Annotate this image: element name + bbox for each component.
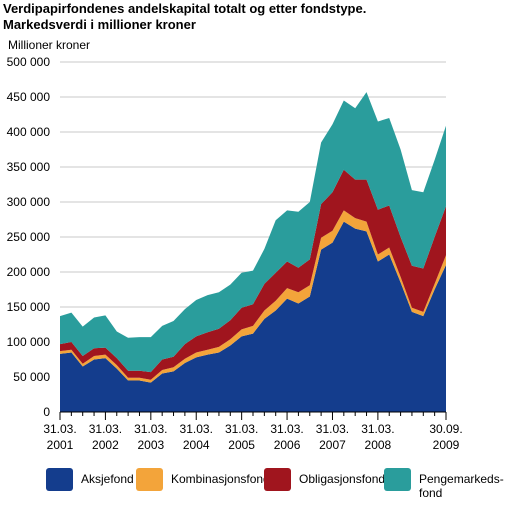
x-tick-label: 31.03. (270, 422, 303, 436)
x-tick-label: 31.03. (43, 422, 76, 436)
axes: 0 50 000 100 000 150 000 200 000 250 000 300 0… (7, 55, 463, 452)
y-axis-label: Millioner kroner (8, 38, 91, 52)
y-tick-label: 0 (43, 405, 50, 419)
x-tick-label-year: 2008 (365, 438, 392, 452)
legend-item-kombinasjonsfond: Kombinasjonsfond (136, 468, 270, 491)
y-tick-label: 450 000 (7, 90, 51, 104)
x-tick-label: 31.03. (316, 422, 349, 436)
x-tick-label-year: 2005 (228, 438, 255, 452)
legend-item-pengemarkedsfond: Pengemarkeds- fond (384, 468, 504, 500)
legend-item-obligasjonsfond: Obligasjonsfond (264, 468, 385, 491)
chart-title: Verdipapirfondenes andelskapital totalt … (3, 1, 367, 16)
chart-subtitle: Markedsverdi i millioner kroner (3, 17, 196, 32)
x-tick-label: 31.03. (225, 422, 258, 436)
y-tick-label: 250 000 (7, 230, 51, 244)
legend-swatch-kombinasjonsfond (136, 468, 163, 491)
legend-label-obligasjonsfond: Obligasjonsfond (299, 472, 386, 486)
x-tick-label-year: 2003 (137, 438, 164, 452)
x-tick-label: 30.09. (429, 422, 462, 436)
y-tick-label: 50 000 (13, 370, 50, 384)
y-tick-label: 300 000 (7, 195, 51, 209)
x-tick-label: 31.03. (180, 422, 213, 436)
y-tick-label: 200 000 (7, 265, 51, 279)
x-tick-label: 31.03. (361, 422, 394, 436)
x-tick-label: 31.03. (134, 422, 167, 436)
legend-label-kombinasjonsfond: Kombinasjonsfond (171, 472, 270, 486)
area-aksjefond (60, 221, 446, 412)
y-tick-label: 350 000 (7, 160, 51, 174)
x-tick-label-year: 2009 (433, 438, 460, 452)
legend: Aksjefond Kombinasjonsfond Obligasjonsfo… (0, 468, 512, 510)
area-pengemarkedsfond (60, 92, 446, 373)
y-tick-label: 150 000 (7, 300, 51, 314)
x-tick-label: 31.03. (89, 422, 122, 436)
y-tick-label: 500 000 (7, 55, 51, 69)
area-series (60, 92, 446, 412)
x-tick-label-year: 2002 (92, 438, 119, 452)
x-tick-label-year: 2001 (47, 438, 74, 452)
x-tick-label-year: 2006 (274, 438, 301, 452)
legend-label-pengemarkedsfond: Pengemarkeds- fond (419, 472, 504, 500)
y-tick-label: 400 000 (7, 125, 51, 139)
x-tick-label-year: 2007 (319, 438, 346, 452)
y-tick-label: 100 000 (7, 335, 51, 349)
legend-swatch-aksjefond (46, 468, 73, 491)
legend-label-aksjefond: Aksjefond (81, 472, 134, 486)
stacked-area-chart: 0 50 000 100 000 150 000 200 000 250 000 300 0… (7, 55, 463, 452)
x-tick-label-year: 2004 (183, 438, 210, 452)
legend-swatch-obligasjonsfond (264, 468, 291, 491)
legend-item-aksjefond: Aksjefond (46, 468, 134, 491)
legend-swatch-pengemarkedsfond (384, 468, 411, 491)
